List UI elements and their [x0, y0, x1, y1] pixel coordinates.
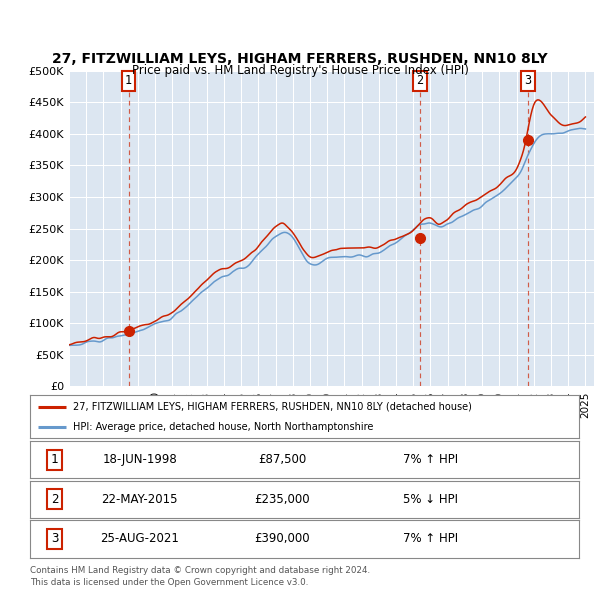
- Text: 27, FITZWILLIAM LEYS, HIGHAM FERRERS, RUSHDEN, NN10 8LY (detached house): 27, FITZWILLIAM LEYS, HIGHAM FERRERS, RU…: [73, 402, 472, 412]
- Text: £390,000: £390,000: [255, 532, 310, 546]
- Text: 1: 1: [51, 453, 58, 467]
- Text: 7% ↑ HPI: 7% ↑ HPI: [403, 532, 458, 546]
- Text: 1: 1: [125, 74, 132, 87]
- Text: Price paid vs. HM Land Registry's House Price Index (HPI): Price paid vs. HM Land Registry's House …: [131, 64, 469, 77]
- Text: 27, FITZWILLIAM LEYS, HIGHAM FERRERS, RUSHDEN, NN10 8LY: 27, FITZWILLIAM LEYS, HIGHAM FERRERS, RU…: [52, 52, 548, 66]
- Text: 2: 2: [416, 74, 424, 87]
- Text: 22-MAY-2015: 22-MAY-2015: [101, 493, 178, 506]
- Text: 5% ↓ HPI: 5% ↓ HPI: [403, 493, 458, 506]
- Text: 18-JUN-1998: 18-JUN-1998: [103, 453, 177, 467]
- Text: £87,500: £87,500: [259, 453, 307, 467]
- Text: HPI: Average price, detached house, North Northamptonshire: HPI: Average price, detached house, Nort…: [73, 422, 373, 432]
- Text: Contains HM Land Registry data © Crown copyright and database right 2024.
This d: Contains HM Land Registry data © Crown c…: [30, 566, 370, 587]
- Text: 3: 3: [524, 74, 531, 87]
- Text: £235,000: £235,000: [255, 493, 310, 506]
- Text: 3: 3: [51, 532, 58, 546]
- Text: 2: 2: [51, 493, 58, 506]
- Text: 25-AUG-2021: 25-AUG-2021: [100, 532, 179, 546]
- Text: 7% ↑ HPI: 7% ↑ HPI: [403, 453, 458, 467]
